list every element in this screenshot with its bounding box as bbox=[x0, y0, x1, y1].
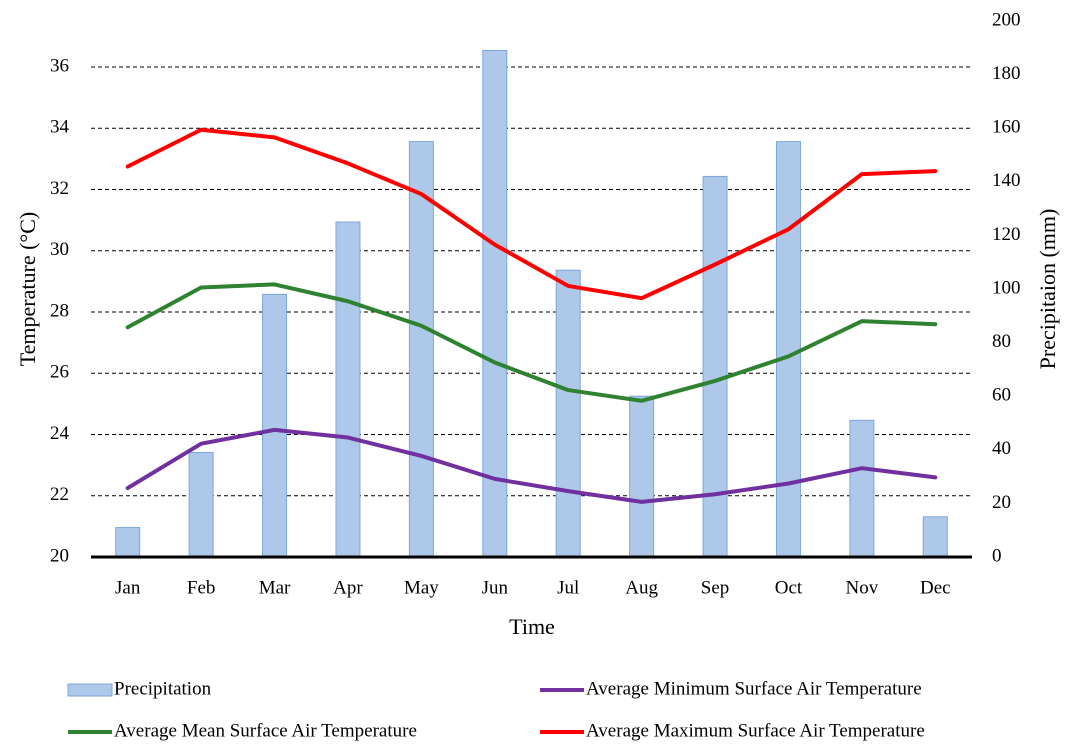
y2-tick-label: 200 bbox=[992, 9, 1021, 30]
line-series bbox=[125, 282, 938, 403]
y2-axis-title: Precipitaion (mm) bbox=[1035, 209, 1060, 370]
line-series bbox=[125, 427, 938, 504]
x-tick-label: Jul bbox=[557, 577, 579, 598]
y-tick-label: 30 bbox=[50, 239, 69, 260]
y-axis-title: Temperature (°C) bbox=[15, 212, 40, 366]
x-tick-label: Feb bbox=[187, 577, 216, 598]
legend-swatch bbox=[67, 683, 113, 697]
bar bbox=[335, 221, 361, 558]
y2-tick-label: 180 bbox=[992, 63, 1021, 84]
y-tick-label: 36 bbox=[50, 55, 69, 76]
y2-tick-label: 120 bbox=[992, 224, 1021, 245]
x-tick-label: Apr bbox=[333, 577, 363, 598]
legend-label: Average Minimum Surface Air Temperature bbox=[586, 678, 922, 699]
x-tick-label: May bbox=[404, 577, 439, 598]
bar bbox=[849, 419, 875, 558]
y-tick-label: 34 bbox=[50, 117, 70, 138]
y2-tick-label: 100 bbox=[992, 277, 1021, 298]
x-tick-label: Jan bbox=[115, 577, 141, 598]
x-tick-label: Aug bbox=[625, 577, 658, 598]
bar bbox=[115, 527, 141, 558]
y2-tick-label: 60 bbox=[992, 385, 1011, 406]
legend-label: Average Mean Surface Air Temperature bbox=[114, 720, 417, 741]
y-tick-label: 22 bbox=[50, 484, 69, 505]
bar bbox=[555, 269, 581, 558]
y2-tick-label: 140 bbox=[992, 170, 1021, 191]
y-tick-label: 24 bbox=[50, 423, 70, 444]
legend-label: Average Maximum Surface Air Temperature bbox=[586, 720, 925, 741]
x-tick-label: Oct bbox=[775, 577, 803, 598]
y-tick-label: 26 bbox=[50, 362, 69, 383]
bar bbox=[629, 395, 655, 558]
bar bbox=[775, 141, 801, 558]
y-tick-label: 20 bbox=[50, 545, 69, 566]
bar bbox=[408, 141, 434, 558]
x-tick-label: Dec bbox=[920, 577, 951, 598]
bar bbox=[922, 516, 948, 558]
y2-tick-label: 40 bbox=[992, 438, 1011, 459]
x-tick-label: Sep bbox=[701, 577, 730, 598]
bar bbox=[188, 451, 214, 558]
line-series bbox=[125, 127, 938, 301]
legend-label: Precipitation bbox=[114, 678, 212, 699]
y2-tick-label: 20 bbox=[992, 492, 1011, 513]
x-tick-label: Nov bbox=[846, 577, 879, 598]
y-tick-label: 28 bbox=[50, 300, 69, 321]
y2-tick-label: 160 bbox=[992, 117, 1021, 138]
bar bbox=[702, 175, 728, 558]
x-tick-label: Jun bbox=[482, 577, 509, 598]
x-tick-label: Mar bbox=[259, 577, 291, 598]
x-axis-title: Time bbox=[509, 614, 555, 639]
bar bbox=[482, 49, 508, 558]
y-tick-label: 32 bbox=[50, 178, 69, 199]
y2-tick-label: 80 bbox=[992, 331, 1011, 352]
bar bbox=[262, 293, 288, 558]
y2-tick-label: 0 bbox=[992, 545, 1002, 566]
